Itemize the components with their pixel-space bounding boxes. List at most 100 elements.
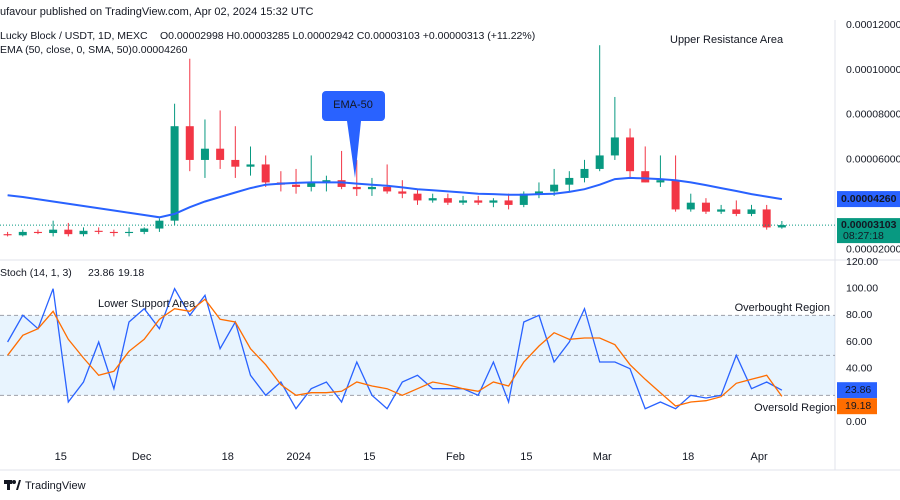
last-price-box — [837, 218, 900, 244]
stoch-line — [7, 298, 783, 407]
candle-body — [231, 159, 240, 167]
candle-body — [33, 231, 42, 234]
y-tick-label: 0.00010000 — [846, 64, 900, 76]
candle-body — [292, 184, 301, 187]
candle-body — [18, 231, 27, 236]
y-tick-label: 0.00002000 — [846, 244, 900, 256]
stoch-d-legend: 19.18 — [118, 267, 144, 279]
candle-body — [413, 193, 422, 201]
candle-body — [79, 230, 88, 235]
y-tick-label: 0.00008000 — [846, 109, 900, 121]
ema-legend: EMA (50, close, 0, SMA, 50) — [0, 44, 132, 56]
callout — [322, 91, 385, 178]
stoch-line — [7, 287, 783, 410]
ema-last-label: 0.00004260 — [841, 193, 897, 205]
candle-body — [185, 126, 194, 160]
candle-body — [49, 229, 58, 234]
candle-body — [443, 198, 452, 203]
y-tick-label: 120.00 — [846, 256, 878, 268]
y-tick-label: 0.00006000 — [846, 154, 900, 166]
stoch-box — [837, 398, 877, 415]
y-tick-label: 80.00 — [846, 309, 872, 321]
last-price-label: 0.00003103 — [841, 219, 897, 231]
annotation: Overbought Region — [735, 302, 830, 314]
ema-line — [7, 176, 783, 219]
ohlc-legend: O0.00002998 H0.00003285 L0.00002942 C0.0… — [160, 30, 535, 42]
annotation: Lower Support Area — [98, 298, 196, 310]
x-tick-label: Dec — [132, 451, 152, 463]
candle-body — [398, 191, 407, 194]
stoch-last-label: 19.18 — [845, 400, 871, 412]
annotation: Upper Resistance Area — [670, 34, 784, 46]
candle-body — [504, 200, 513, 205]
candle-body — [125, 231, 134, 234]
candle-body — [686, 202, 695, 210]
y-tick-label: 60.00 — [846, 336, 872, 348]
candle-body — [459, 200, 468, 203]
candle-body — [322, 180, 331, 183]
candle-body — [519, 193, 528, 205]
candle-body — [64, 229, 73, 235]
stoch-k-legend: 23.86 — [88, 267, 114, 279]
candle-body — [367, 186, 376, 190]
candle-body — [307, 182, 316, 187]
stoch-last-label: 23.86 — [845, 384, 871, 396]
symbol: Lucky Block / USDT, 1D, MEXC — [0, 30, 148, 42]
x-tick-label: 18 — [222, 451, 234, 463]
candle-body — [534, 191, 543, 194]
candle-body — [580, 168, 589, 178]
y-tick-label: 0.00012000 — [846, 19, 900, 31]
brand-logo — [4, 480, 21, 490]
candle-body — [641, 171, 650, 183]
y-tick-label: 100.00 — [846, 282, 878, 294]
candle-body — [565, 177, 574, 185]
candle-body — [550, 184, 559, 192]
brand: TradingView — [25, 480, 86, 492]
candle-body — [717, 209, 726, 212]
x-tick-label: Apr — [751, 451, 768, 463]
candle-body — [216, 148, 225, 160]
candle-body — [246, 164, 255, 167]
x-tick-label: Mar — [593, 451, 612, 463]
candle-body — [656, 180, 665, 183]
x-tick-label: 15 — [55, 451, 67, 463]
candle-body — [747, 209, 756, 214]
stoch-legend: Stoch (14, 1, 3) — [0, 267, 72, 279]
candle-body — [762, 209, 771, 228]
callout-label: EMA-50 — [333, 99, 373, 111]
countdown: 08:27:18 — [843, 230, 884, 242]
candle-body — [732, 209, 741, 214]
published: ufavour published on TradingView.com, Ap… — [0, 6, 314, 18]
candle-body — [200, 148, 209, 160]
candle-body — [777, 225, 786, 228]
stoch-box — [837, 382, 877, 399]
candle-body — [489, 200, 498, 203]
x-tick-label: 2024 — [286, 451, 310, 463]
candle-body — [610, 137, 619, 156]
candle-body — [352, 186, 361, 190]
ema-legend-value: 0.00004260 — [132, 44, 188, 56]
candle-body — [595, 155, 604, 169]
candle-body — [94, 230, 103, 232]
candle-body — [671, 180, 680, 210]
candle-body — [474, 200, 483, 203]
x-tick-label: Feb — [446, 451, 465, 463]
candle-body — [3, 234, 12, 236]
ema-box — [837, 191, 900, 208]
candle-body — [383, 186, 392, 192]
x-tick-label: 15 — [520, 451, 532, 463]
candle-body — [170, 126, 179, 221]
x-tick-label: 15 — [363, 451, 375, 463]
annotation: Oversold Region — [754, 402, 836, 414]
candle-body — [109, 231, 118, 234]
y-tick-label: 0.00 — [846, 416, 867, 428]
candle-body — [140, 228, 149, 232]
candle-body — [701, 202, 710, 212]
y-tick-label: 40.00 — [846, 362, 872, 374]
x-tick-label: 18 — [682, 451, 694, 463]
candle-body — [337, 180, 346, 187]
candle-body — [626, 137, 635, 172]
